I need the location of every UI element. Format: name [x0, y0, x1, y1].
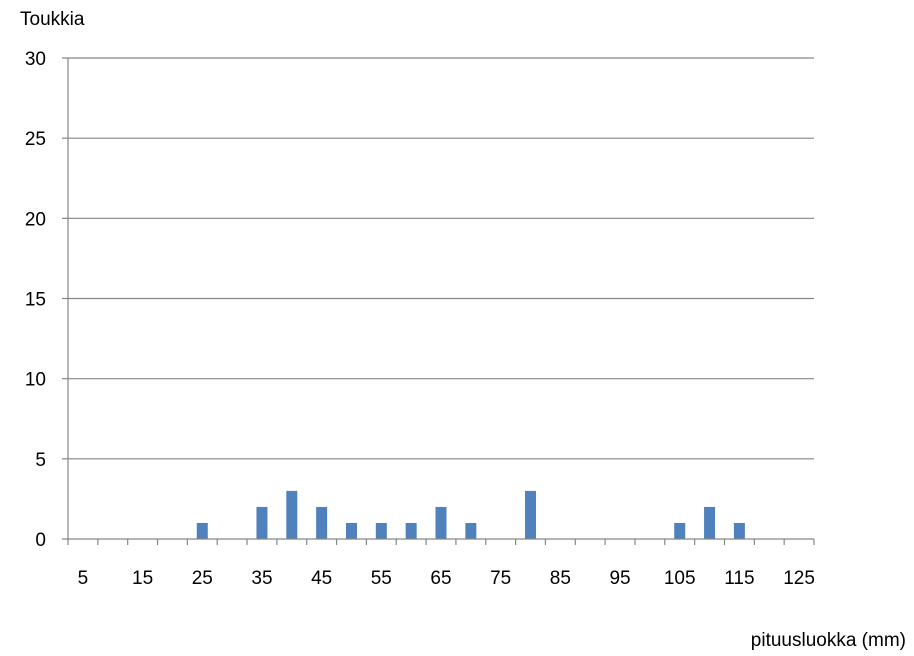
y-tick-label: 0	[35, 530, 46, 551]
bar	[674, 522, 686, 539]
bar	[733, 522, 745, 539]
y-tick-label: 15	[25, 290, 46, 311]
y-tick-label: 25	[25, 129, 46, 150]
bar	[704, 506, 716, 539]
x-axis-label: pituusluokka (mm)	[751, 630, 906, 651]
bars	[196, 490, 745, 539]
x-tick-label: 95	[609, 568, 630, 589]
axes	[67, 58, 815, 545]
x-tick-label: 115	[724, 568, 754, 589]
x-tick-label: 45	[311, 568, 332, 589]
x-tick-label: 35	[251, 568, 272, 589]
bar	[196, 522, 208, 539]
x-tick-label: 105	[664, 568, 696, 589]
y-tick-label: 20	[25, 209, 46, 230]
bar	[465, 522, 477, 539]
y-axis-label: Toukkia	[20, 9, 85, 30]
bar	[286, 490, 298, 539]
x-tick-label: 55	[371, 568, 392, 589]
bar	[256, 506, 268, 539]
x-tick-labels: 5 15 25 35 45 55 65 75 85 95 105 115 125	[78, 568, 815, 589]
x-tick-label: 125	[783, 568, 815, 589]
y-tick-label: 10	[25, 370, 46, 391]
bar	[405, 522, 417, 539]
x-tick-label: 75	[490, 568, 511, 589]
bar	[316, 506, 328, 539]
x-tick-label: 15	[132, 568, 153, 589]
bar	[375, 522, 387, 539]
x-tick-label: 65	[430, 568, 451, 589]
x-tick-label: 25	[192, 568, 213, 589]
x-tick-label: 5	[78, 568, 89, 589]
x-tick-label: 85	[550, 568, 571, 589]
bar	[435, 506, 447, 539]
bar	[525, 490, 537, 539]
y-tick-labels: 0 5 10 15 20 25 30	[25, 49, 46, 551]
y-tick-label: 5	[35, 450, 46, 471]
gridlines	[62, 57, 814, 540]
y-tick-label: 30	[25, 49, 46, 70]
bar	[345, 522, 357, 539]
